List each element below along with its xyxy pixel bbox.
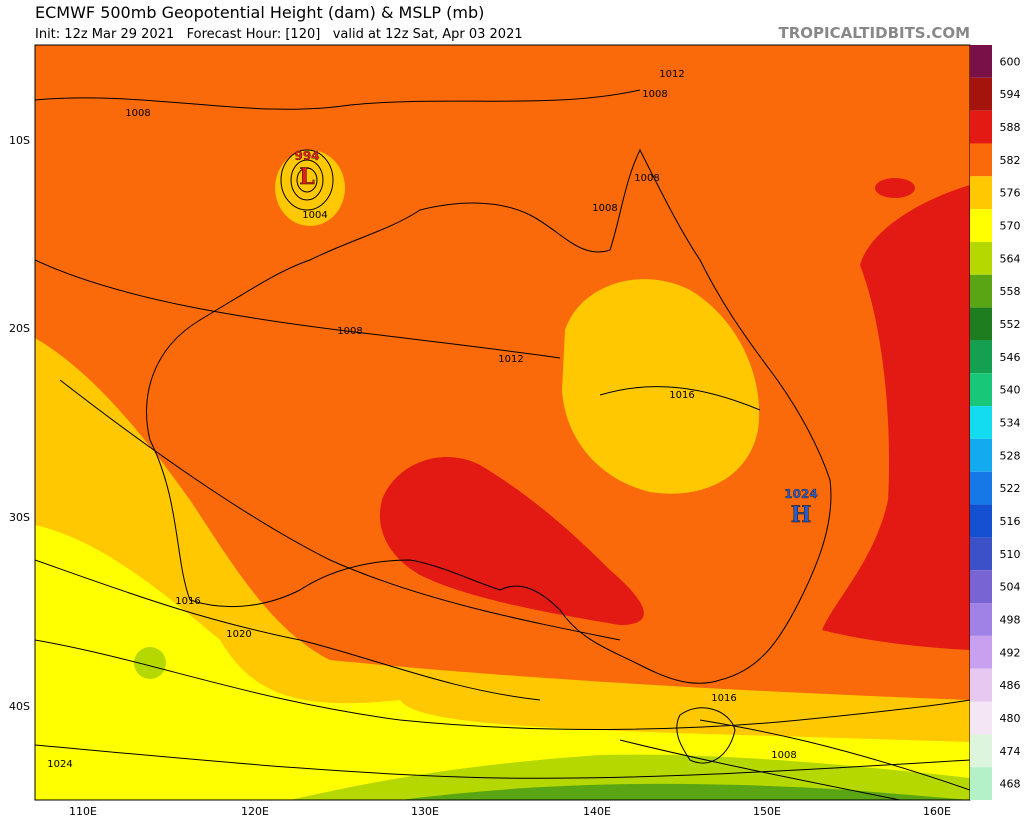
lat-label: 40S [9, 700, 30, 713]
isobar-label: 1012 [659, 69, 684, 80]
isobar-label: 1008 [642, 89, 667, 100]
colorbar-label: 504 [1000, 581, 1021, 594]
colorbar-swatch [970, 701, 992, 735]
colorbar-label: 468 [1000, 778, 1021, 791]
lon-label: 110E [69, 805, 97, 818]
colorbar-label: 516 [1000, 515, 1021, 528]
isobar-label: 1008 [337, 326, 362, 337]
colorbar-swatch [970, 406, 992, 439]
colorbar-swatch [970, 734, 992, 768]
pressure-center-value: 994 [294, 149, 319, 163]
colorbar-label: 546 [1000, 351, 1021, 364]
colorbar-label: 534 [1000, 417, 1021, 430]
colorbar-label: 486 [1000, 679, 1021, 692]
colorbar-label: 588 [1000, 121, 1021, 134]
map [35, 45, 970, 800]
field-576 [35, 338, 970, 800]
coastline [146, 148, 832, 764]
lon-label: 150E [753, 805, 781, 818]
field-558 [400, 783, 970, 800]
pressure-center-value: 1024 [784, 487, 817, 501]
colorbar-swatch [970, 537, 992, 571]
colorbar-swatch [970, 767, 992, 800]
isobar-label: 1004 [302, 210, 327, 221]
colorbar-label: 582 [1000, 154, 1021, 167]
isobar-label: 1016 [669, 390, 694, 401]
colorbar-label: 528 [1000, 449, 1021, 462]
colorbar-label: 540 [1000, 384, 1021, 397]
colorbar-label: 552 [1000, 318, 1021, 331]
colorbar-swatch [970, 504, 992, 538]
colorbar-swatch [970, 143, 992, 177]
isobar-label: 1008 [125, 108, 150, 119]
colorbar-swatch [970, 668, 992, 702]
colorbar-swatch [970, 110, 992, 144]
colorbar-swatch [970, 77, 992, 111]
isobar-label: 1012 [498, 354, 523, 365]
field-564 [134, 647, 166, 679]
field-588 [822, 185, 970, 650]
isobar-label: 1016 [711, 693, 736, 704]
isobar-label: 1008 [771, 750, 796, 761]
colorbar-label: 558 [1000, 285, 1021, 298]
colorbar-label: 594 [1000, 88, 1021, 101]
field-588 [379, 457, 644, 625]
subtitle: Init: 12z Mar 29 2021 Forecast Hour: [12… [35, 27, 523, 42]
pressure-center-symbol: H [791, 502, 812, 528]
colorbar-label: 564 [1000, 252, 1021, 265]
lat-label: 10S [9, 134, 30, 147]
lat-label: 20S [9, 322, 30, 335]
field-570 [35, 525, 970, 800]
colorbar-label: 570 [1000, 220, 1021, 233]
colorbar-label: 492 [1000, 646, 1021, 659]
colorbar-swatch [970, 635, 992, 669]
isobar-label: 1008 [634, 173, 659, 184]
isobars [35, 89, 970, 800]
colorbar-swatch [970, 373, 992, 407]
isobar-label: 1020 [226, 629, 251, 640]
title: ECMWF 500mb Geopotential Height (dam) & … [35, 3, 484, 22]
lon-label: 160E [923, 805, 951, 818]
site-name: TROPICALTIDBITS.COM [779, 24, 971, 42]
colorbar-label: 474 [1000, 745, 1021, 758]
colorbar-swatch [970, 340, 992, 374]
colorbar-swatch [970, 307, 992, 341]
colorbar-swatch [970, 241, 992, 275]
colorbar-swatch [970, 471, 992, 505]
isobar-label: 1016 [175, 596, 200, 607]
colorbar-label: 576 [1000, 187, 1021, 200]
colorbar-label: 480 [1000, 712, 1021, 725]
colorbar-label: 510 [1000, 548, 1021, 561]
colorbar-swatch [970, 274, 992, 308]
lon-label: 120E [241, 805, 269, 818]
colorbar-label: 498 [1000, 613, 1021, 626]
field-576 [275, 150, 345, 226]
colorbar-swatch [970, 570, 992, 604]
colorbar-label: 522 [1000, 482, 1021, 495]
pressure-center-symbol: L [299, 164, 314, 190]
colorbar-swatch [970, 176, 992, 210]
isobar-label: 1008 [592, 203, 617, 214]
colorbar-swatch [970, 45, 992, 78]
colorbar-swatch [970, 603, 992, 636]
colorbar-swatch [970, 438, 992, 472]
lon-label: 140E [583, 805, 611, 818]
isobar-label: 1024 [47, 759, 72, 770]
field-588 [875, 178, 915, 198]
lat-label: 30S [9, 511, 30, 524]
colorbar-swatch [970, 209, 992, 242]
lon-label: 130E [411, 805, 439, 818]
colorbar-label: 600 [1000, 55, 1021, 68]
